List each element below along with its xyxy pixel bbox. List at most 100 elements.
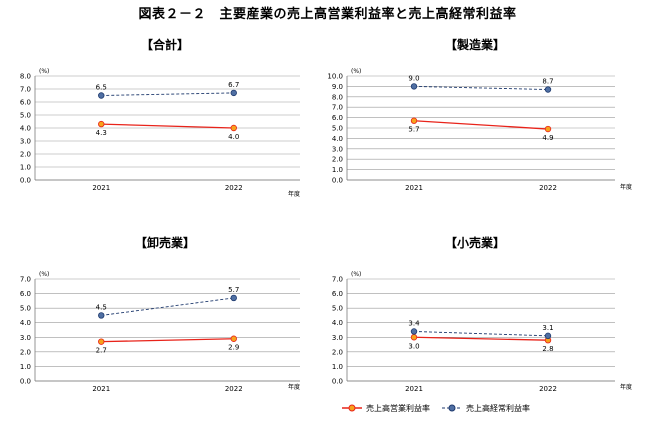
chart-title-0: 【合計】 [141,37,189,52]
figure-title: 図表２－２ 主要産業の売上高営業利益率と売上高経常利益率 [138,7,517,22]
data-point-1-0-1 [544,125,552,133]
x-tick-label-2-0: 2021 [92,385,110,393]
chart-title-1: 【製造業】 [445,37,505,52]
y-tick-label-0-7: 7.0 [20,86,31,94]
y-tick-label-1-10: 10.0 [327,73,343,81]
y-tick-label-0-5: 5.0 [20,112,31,120]
y-tick-label-3-3: 3.0 [332,334,343,342]
y-unit-label-2: (%) [39,271,49,278]
data-point-0-0-1 [230,124,237,132]
y-tick-label-1-0: 0.0 [332,177,343,185]
legend-svg: 売上高営業利益率 売上高経常利益率 [342,403,530,413]
y-tick-label-1-4: 4.0 [332,135,343,143]
y-tick-label-1-6: 6.0 [332,114,343,122]
legend-item-operating: 売上高営業利益率 [342,403,430,413]
y-tick-label-2-1: 1.0 [20,363,31,371]
data-point-1-1-0 [410,83,418,90]
x-tick-label-1-1: 2022 [539,184,557,192]
x-tick-label-0-1: 2022 [225,184,243,192]
y-tick-label-1-9: 9.0 [332,83,343,91]
data-label-2-0-0: 2.7 [96,347,107,355]
data-point-3-1-0 [410,328,418,335]
y-tick-label-1-8: 8.0 [332,93,343,101]
y-tick-label-3-6: 6.0 [332,290,343,298]
y-tick-label-2-5: 5.0 [20,305,31,313]
data-point-0-1-0 [98,92,105,99]
series-line-0-0 [101,123,234,129]
y-tick-label-2-7: 7.0 [20,276,31,284]
y-tick-label-2-0: 0.0 [20,378,31,386]
y-tick-label-1-2: 2.0 [332,156,343,164]
y-tick-label-3-5: 5.0 [332,305,343,313]
x-tick-label-0-0: 2021 [92,184,110,192]
data-point-0-0-0 [98,120,105,128]
data-label-1-1-0: 9.0 [408,74,419,82]
x-axis-label-0: 年度 [288,190,300,198]
data-label-2-0-1: 2.9 [228,344,239,352]
data-label-0-1-0: 6.5 [96,84,107,92]
series-line-2-1 [101,297,234,316]
y-tick-label-3-2: 2.0 [332,348,343,356]
chart-title-2: 【卸売業】 [135,235,195,250]
series-line-1-1 [413,85,549,90]
y-tick-label-2-3: 3.0 [20,334,31,342]
legend-marker-ordinary [448,404,456,412]
data-point-2-0-0 [98,338,105,345]
data-point-2-1-0 [98,312,105,319]
data-label-2-1-0: 4.5 [96,303,107,311]
y-tick-label-1-5: 5.0 [332,125,343,133]
y-tick-label-3-7: 7.0 [332,276,343,284]
y-tick-label-0-4: 4.0 [20,125,31,133]
x-tick-label-2-1: 2022 [225,385,243,393]
series-line-1-0 [413,120,549,130]
legend-label-ordinary: 売上高経常利益率 [466,403,530,413]
data-label-2-1-1: 5.7 [228,286,239,294]
y-tick-label-0-8: 8.0 [20,73,31,81]
y-tick-label-0-3: 3.0 [20,138,31,146]
y-tick-label-0-2: 2.0 [20,151,31,159]
y-tick-label-3-4: 4.0 [332,319,343,327]
data-point-1-0-0 [410,117,418,124]
data-label-0-0-1: 4.0 [228,133,239,141]
y-tick-label-1-3: 3.0 [332,145,343,153]
data-label-3-1-1: 3.1 [542,324,553,332]
x-tick-label-3-1: 2022 [539,385,557,393]
data-label-3-1-0: 3.4 [408,319,420,327]
legend: 売上高営業利益率 売上高経常利益率 [340,401,580,417]
y-tick-label-0-1: 1.0 [20,164,31,172]
data-label-3-0-0: 3.0 [408,342,419,350]
data-label-0-0-0: 4.3 [96,129,107,137]
data-label-1-0-0: 5.7 [408,126,419,134]
y-unit-label-0: (%) [39,68,49,75]
y-unit-label-3: (%) [351,271,361,278]
y-tick-label-1-1: 1.0 [332,166,343,174]
data-point-2-0-1 [230,335,237,342]
series-line-3-1 [413,331,549,337]
x-axis-label-1: 年度 [620,183,632,191]
x-tick-label-1-0: 2021 [405,184,423,192]
data-label-1-0-1: 4.9 [542,134,553,142]
chart-title-3: 【小売業】 [445,235,505,250]
y-tick-label-2-6: 6.0 [20,290,31,298]
data-point-3-1-1 [544,332,552,340]
series-line-0-1 [101,92,234,96]
y-tick-label-2-2: 2.0 [20,348,31,356]
x-axis-label-2: 年度 [288,383,300,391]
y-tick-label-0-0: 0.0 [20,177,31,185]
x-tick-label-3-0: 2021 [405,385,423,393]
series-line-3-0 [413,336,549,341]
y-tick-label-3-0: 0.0 [332,378,343,386]
legend-label-operating: 売上高営業利益率 [366,403,430,413]
legend-item-ordinary: 売上高経常利益率 [442,403,530,413]
data-point-3-0-0 [410,334,418,341]
y-unit-label-1: (%) [351,68,361,75]
data-point-1-1-1 [544,86,552,93]
data-label-1-1-1: 8.7 [542,78,553,86]
data-point-0-1-1 [230,89,237,97]
y-tick-label-0-6: 6.0 [20,99,31,107]
y-tick-label-2-4: 4.0 [20,319,31,327]
series-line-2-0 [101,338,234,343]
data-point-2-1-1 [230,294,237,302]
x-axis-label-3: 年度 [620,383,632,391]
